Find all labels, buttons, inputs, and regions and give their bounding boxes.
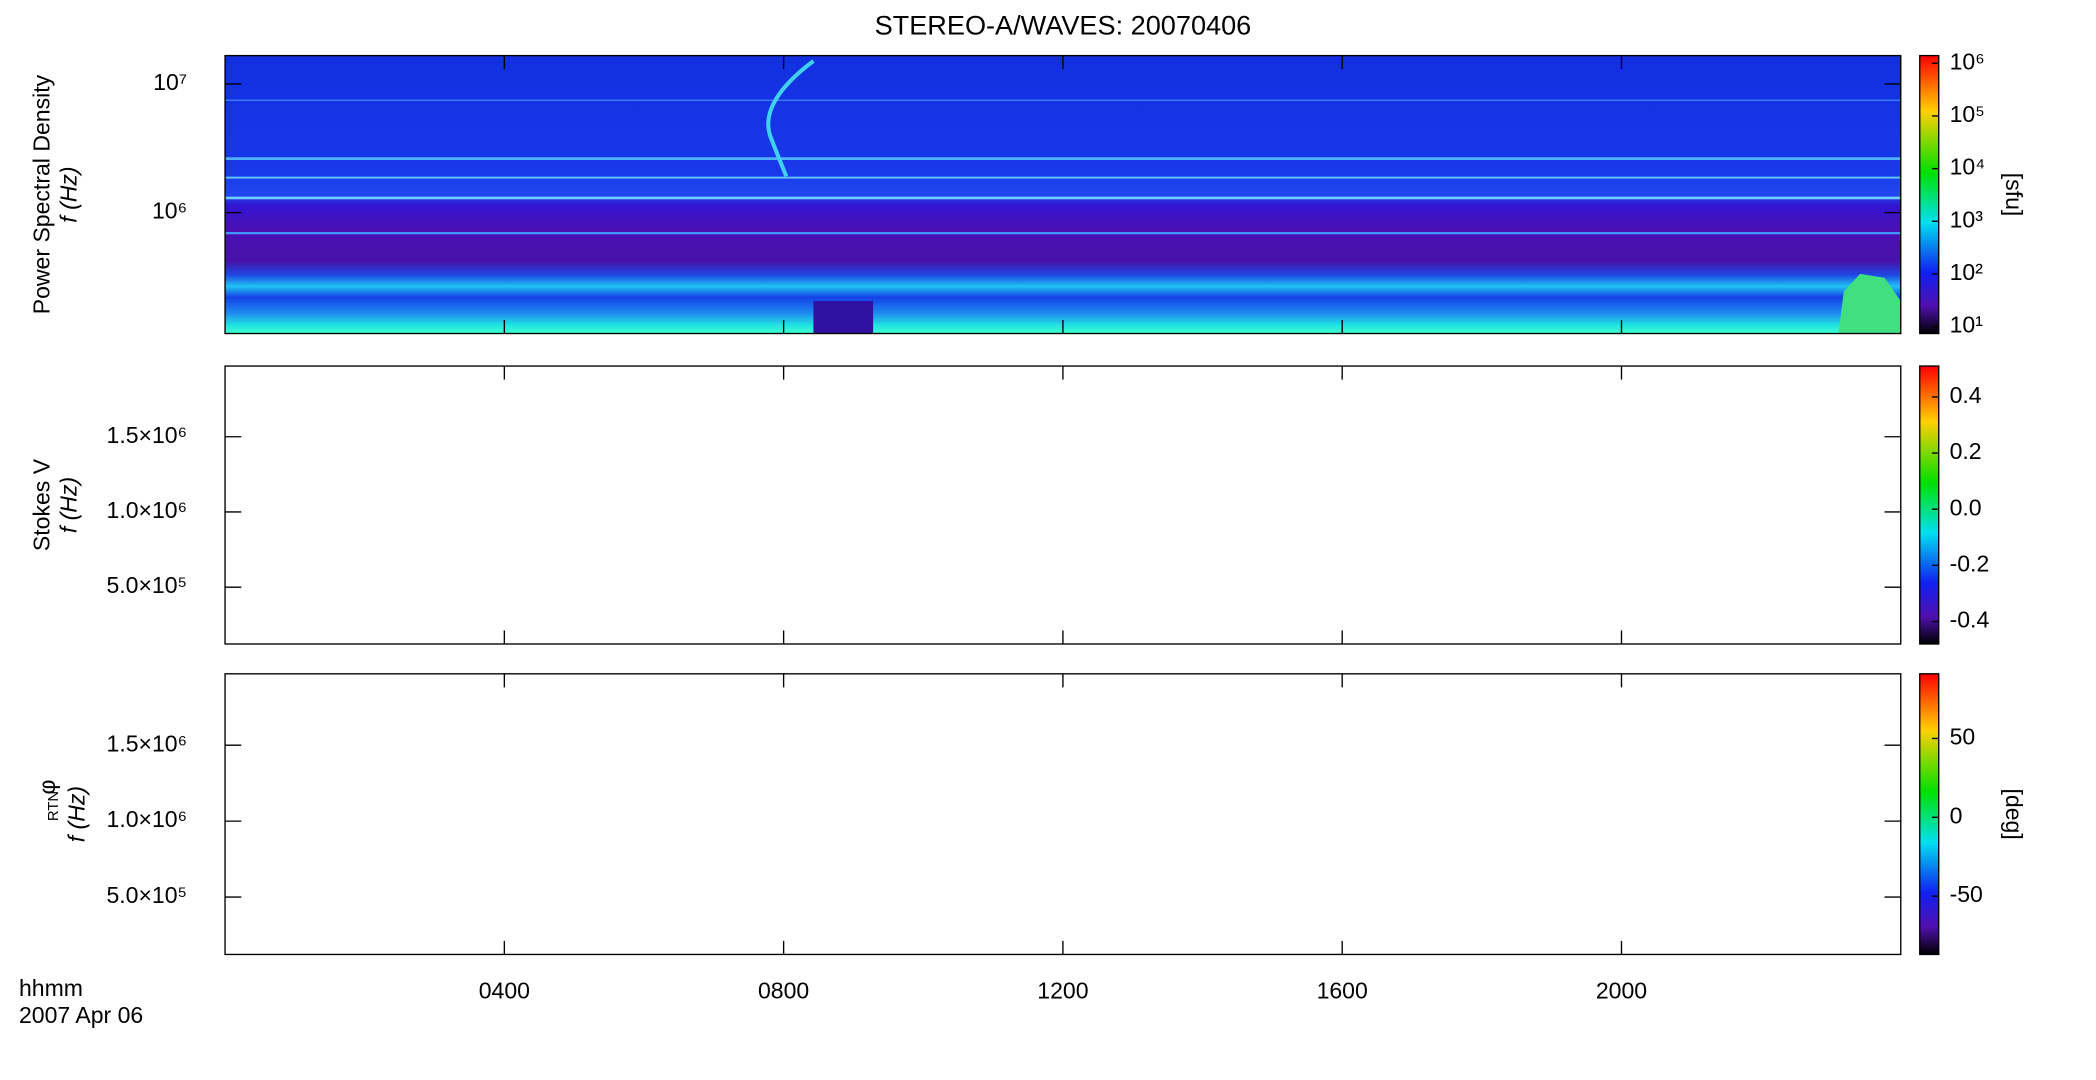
y-axis-label: Stokes V	[28, 458, 54, 551]
colorbar-tick-label: 10³	[1950, 206, 1984, 232]
y-tick-label: 10⁶	[152, 198, 187, 224]
y-tick-label: 1.5×10⁶	[107, 730, 188, 756]
y-axis-label: φ	[34, 780, 60, 795]
colorbar-label: [sfu]	[2001, 173, 2027, 217]
plot-frame	[224, 673, 1902, 956]
colorbar-tick-label: 0.4	[1950, 382, 1982, 408]
y-axis-label: f (Hz)	[56, 166, 82, 222]
colorbar-tick-label: 10⁵	[1950, 101, 1985, 127]
colorbar-tick-label: 50	[1950, 724, 1976, 750]
colorbar-tick-label: 0.0	[1950, 494, 1982, 520]
x-tick-label: 2000	[1596, 978, 1647, 1004]
y-axis-label: f (Hz)	[64, 786, 90, 842]
colorbar-tick-label: 0.2	[1950, 438, 1982, 464]
colorbar	[1919, 54, 1940, 335]
plot-frame	[224, 365, 1902, 645]
colorbar	[1919, 673, 1940, 956]
y-tick-label: 1.0×10⁶	[107, 806, 188, 832]
colorbar-tick-label: 10⁶	[1950, 48, 1985, 74]
x-tick-label: 0400	[479, 978, 530, 1004]
colorbar-tick-label: -0.2	[1950, 550, 1990, 576]
y-axis-label: f (Hz)	[56, 477, 82, 533]
colorbar-tick-label: -0.4	[1950, 607, 1990, 633]
spectrogram-image	[225, 55, 1901, 334]
colorbar-label: [deg]	[2001, 789, 2027, 840]
colorbar-tick-label: 10²	[1950, 259, 1984, 285]
colorbar	[1919, 365, 1940, 645]
x-axis-label: hhmm	[19, 975, 83, 1001]
y-axis-label-sub: RTN	[46, 791, 62, 821]
x-tick-label: 1200	[1037, 978, 1088, 1004]
y-tick-label: 1.0×10⁶	[107, 497, 188, 523]
x-tick-label: 0800	[758, 978, 809, 1004]
y-tick-label: 5.0×10⁵	[106, 572, 187, 598]
date-label: 2007 Apr 06	[19, 1002, 143, 1028]
colorbar-tick-label: 0	[1950, 802, 1963, 828]
y-tick-label: 1.5×10⁶	[107, 422, 188, 448]
y-axis-label: Power Spectral Density	[28, 74, 54, 314]
chart-title: STEREO-A/WAVES: 20070406	[875, 9, 1252, 40]
x-tick-label: 1600	[1317, 978, 1368, 1004]
y-tick-label: 10⁷	[153, 69, 187, 95]
y-tick-label: 5.0×10⁵	[106, 882, 187, 908]
colorbar-tick-label: -50	[1950, 881, 1983, 907]
colorbar-tick-label: 10¹	[1950, 312, 1984, 338]
colorbar-tick-label: 10⁴	[1950, 154, 1986, 180]
